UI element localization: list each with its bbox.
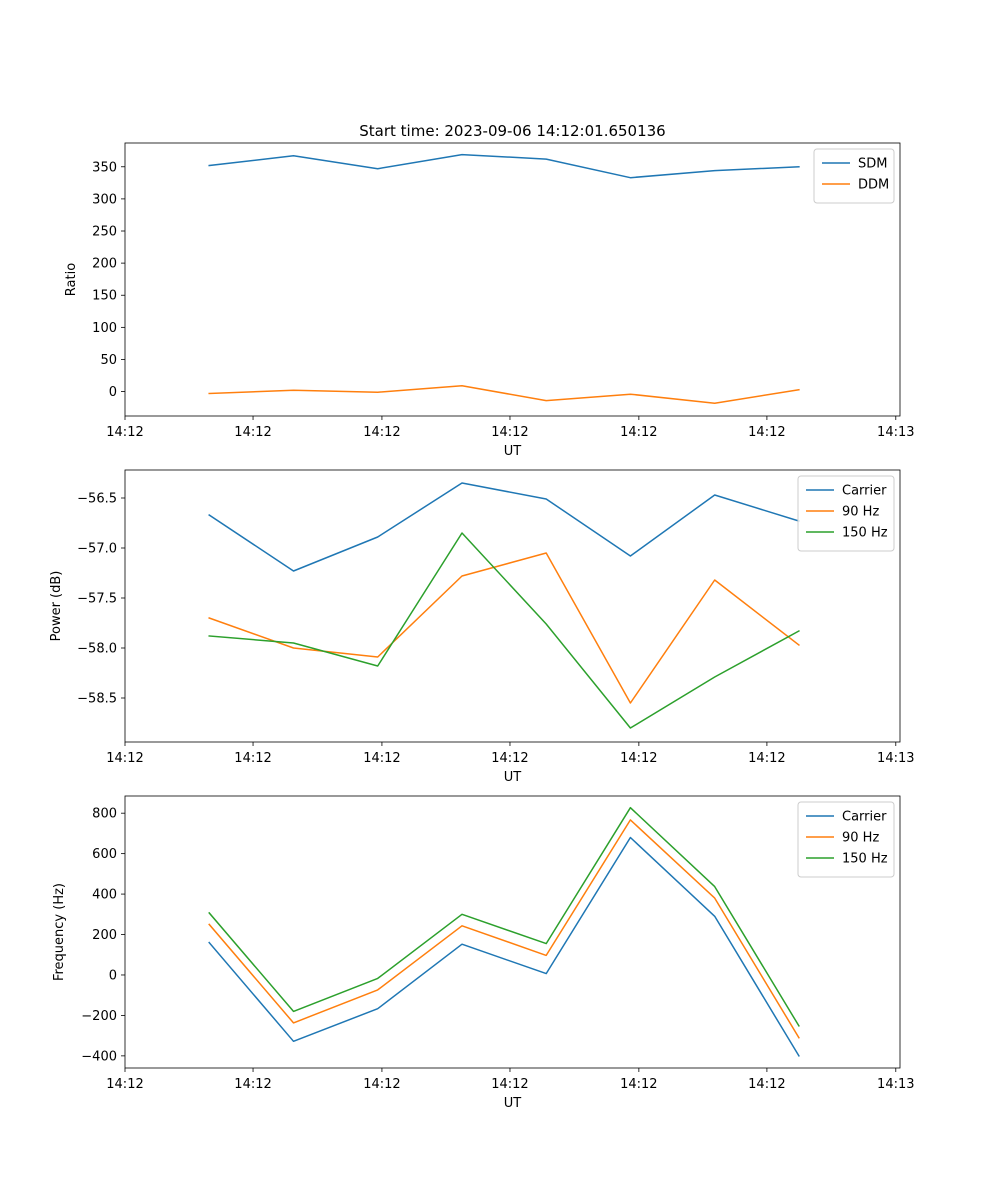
x-tick-label: 14:12 — [363, 751, 400, 766]
x-axis-label: UT — [504, 770, 522, 785]
power-panel: 14:12 14:12 14:12 14:12 14:12 14:12 14:13 −58.5… — [49, 469, 915, 785]
y-axis-label: Power (dB) — [49, 571, 64, 642]
x-tick-label: 14:12 — [234, 1077, 271, 1092]
x-tick-label: 14:12 — [106, 1077, 143, 1092]
x-tick-label: 14:12 — [363, 1077, 400, 1092]
x-axis-label: UT — [504, 444, 522, 459]
y-tick-label: 100 — [92, 321, 117, 336]
series-line-150-hz — [208, 532, 800, 729]
x-tick-label: 14:12 — [491, 1077, 528, 1092]
y-tick-label: 50 — [100, 353, 117, 368]
series-line-ddm — [208, 385, 800, 404]
y-tick-label: −58.5 — [77, 692, 117, 707]
y-tick-label: −58.0 — [77, 642, 117, 657]
series-line-carrier — [208, 836, 800, 1057]
series-line-90-hz — [208, 552, 800, 704]
x-tick-label: 14:12 — [491, 751, 528, 766]
x-tick-label: 14:13 — [877, 751, 914, 766]
y-tick-label: 350 — [92, 160, 117, 175]
legend-label: SDM — [858, 157, 887, 172]
series-line-90-hz — [208, 819, 800, 1039]
x-tick-label: 14:12 — [106, 425, 143, 440]
y-tick-label: −57.0 — [77, 542, 117, 557]
y-tick-label: −56.5 — [77, 492, 117, 507]
y-axis-label: Frequency (Hz) — [52, 883, 67, 981]
frequency-panel: 14:12 14:12 14:12 14:12 14:12 14:12 14:13 −400 −… — [52, 795, 915, 1111]
legend-label: Carrier — [842, 810, 887, 825]
y-tick-label: 150 — [92, 289, 117, 304]
y-tick-label: 200 — [92, 257, 117, 272]
ratio-panel: 14:12 14:12 14:12 14:12 14:12 14:12 14:13 0 50 10… — [64, 142, 915, 459]
x-tick-label: 14:12 — [620, 1077, 657, 1092]
legend-label: 90 Hz — [842, 831, 879, 846]
y-tick-label: 250 — [92, 225, 117, 240]
axes-frame — [124, 795, 901, 1069]
series-line-carrier — [208, 482, 800, 572]
axes-frame — [124, 142, 901, 417]
y-tick-label: 600 — [92, 847, 117, 862]
y-tick-label: 200 — [92, 928, 117, 943]
x-axis-label: UT — [504, 1096, 522, 1111]
legend-label: DDM — [858, 178, 889, 193]
y-tick-label: −57.5 — [77, 592, 117, 607]
series-line-150-hz — [208, 806, 800, 1027]
y-tick-label: 0 — [109, 385, 117, 400]
x-tick-label: 14:12 — [620, 751, 657, 766]
x-tick-label: 14:13 — [877, 1077, 914, 1092]
figure-title: Start time: 2023-09-06 14:12:01.650136 — [359, 122, 665, 140]
x-tick-label: 14:12 — [748, 1077, 785, 1092]
series-line-sdm — [208, 153, 800, 179]
y-tick-label: 400 — [92, 888, 117, 903]
y-tick-label: −400 — [81, 1049, 117, 1064]
y-tick-label: 300 — [92, 192, 117, 207]
x-tick-label: 14:12 — [620, 425, 657, 440]
y-tick-label: −200 — [81, 1009, 117, 1024]
x-tick-label: 14:12 — [234, 751, 271, 766]
legend-label: 150 Hz — [842, 526, 888, 541]
x-tick-label: 14:12 — [363, 425, 400, 440]
x-tick-label: 14:12 — [491, 425, 528, 440]
y-tick-label: 800 — [92, 807, 117, 822]
legend-label: 150 Hz — [842, 852, 888, 867]
x-tick-label: 14:13 — [877, 425, 914, 440]
y-tick-label: 0 — [109, 968, 117, 983]
y-axis-label: Ratio — [64, 263, 79, 296]
x-tick-label: 14:12 — [748, 425, 785, 440]
legend-label: 90 Hz — [842, 505, 879, 520]
x-tick-label: 14:12 — [234, 425, 271, 440]
axes-frame — [124, 469, 901, 743]
x-tick-label: 14:12 — [748, 751, 785, 766]
x-tick-label: 14:12 — [106, 751, 143, 766]
legend-label: Carrier — [842, 484, 887, 499]
